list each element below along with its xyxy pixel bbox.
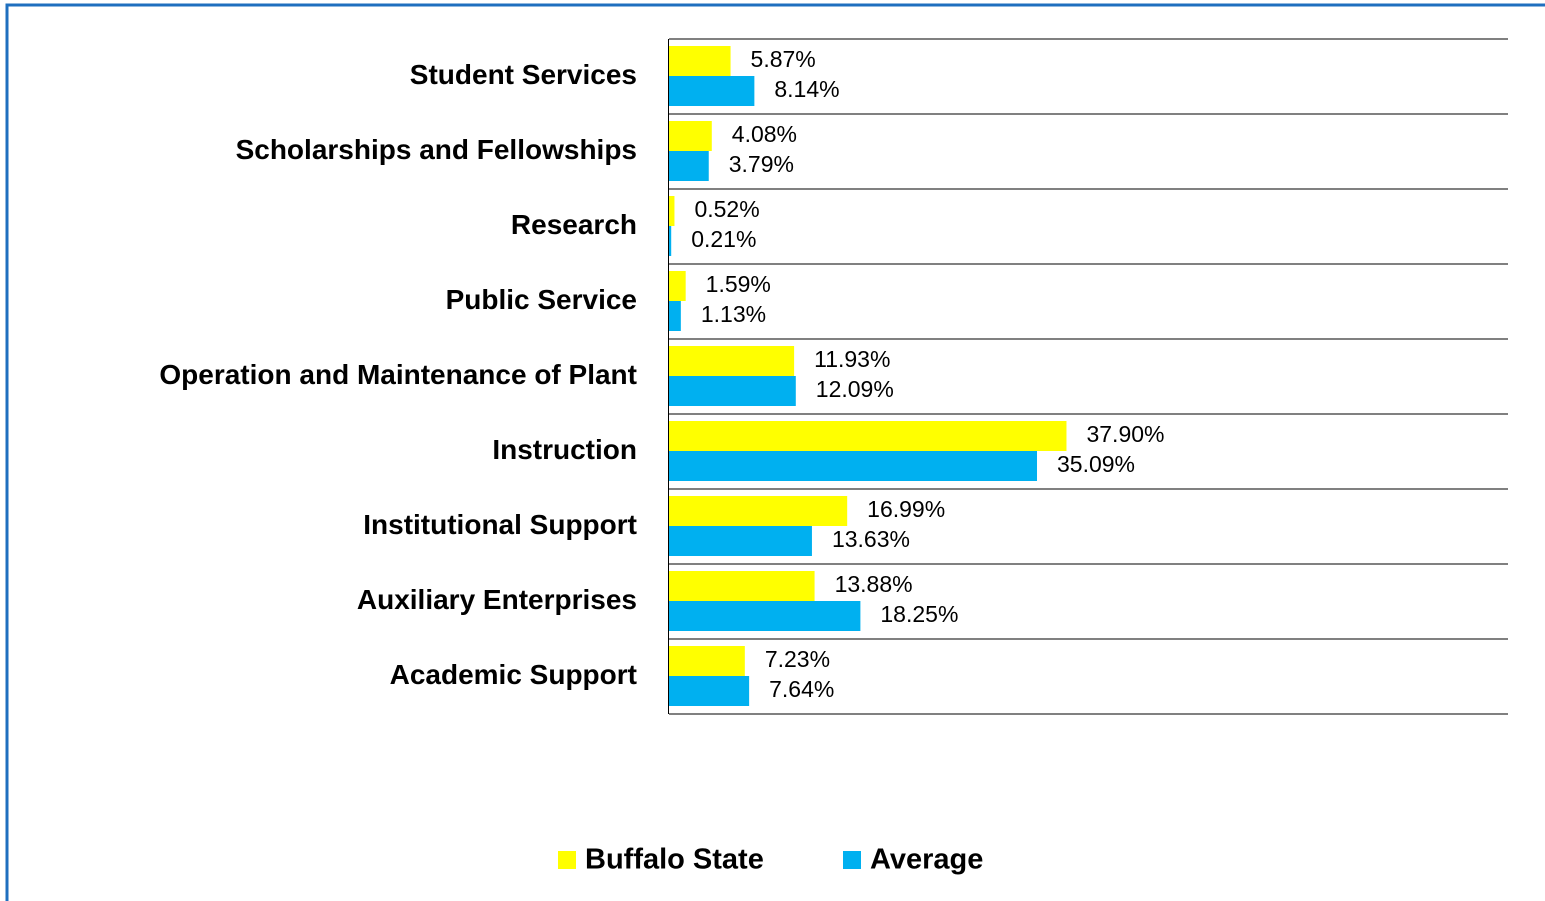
legend-label: Average [870,844,983,876]
value-label: 0.21% [691,226,756,252]
value-label: 4.08% [732,121,797,147]
value-label: 12.09% [816,376,894,402]
bar [669,151,709,181]
legend-swatch [843,851,861,869]
value-label: 18.25% [880,601,958,627]
bar [669,271,686,301]
bar [669,46,731,76]
bar [669,451,1038,481]
bar [669,226,672,256]
frame [5,3,1545,901]
value-label: 1.13% [701,301,766,327]
bar [669,76,755,106]
value-label: 13.88% [835,571,913,597]
value-label: 37.90% [1086,421,1164,447]
category-label: Instruction [492,434,637,465]
bar [669,646,745,676]
category-label: Research [511,209,637,240]
value-label: 35.09% [1057,451,1135,477]
value-label: 5.87% [751,46,816,72]
value-label: 7.64% [769,676,834,702]
category-label: Academic Support [390,659,637,690]
bar [669,421,1067,451]
category-label: Operation and Maintenance of Plant [159,359,637,390]
bar [669,496,848,526]
bar [669,301,681,331]
value-label: 7.23% [765,646,830,672]
value-label: 1.59% [706,271,771,297]
bar [669,676,750,706]
bar [669,196,675,226]
category-label: Auxiliary Enterprises [357,584,637,615]
bar [669,121,712,151]
value-label: 0.52% [694,196,759,222]
bar [669,601,861,631]
legend-swatch [558,851,576,869]
value-label: 13.63% [832,526,910,552]
value-label: 3.79% [729,151,794,177]
bar [669,346,795,376]
bar [669,571,815,601]
value-label: 8.14% [774,76,839,102]
category-label: Institutional Support [363,509,637,540]
value-label: 16.99% [867,496,945,522]
bar [669,526,812,556]
bar [669,376,796,406]
value-label: 11.93% [814,346,890,372]
category-label: Student Services [410,59,637,90]
category-label: Scholarships and Fellowships [236,134,637,165]
legend-label: Buffalo State [585,844,764,876]
category-label: Public Service [446,284,637,315]
